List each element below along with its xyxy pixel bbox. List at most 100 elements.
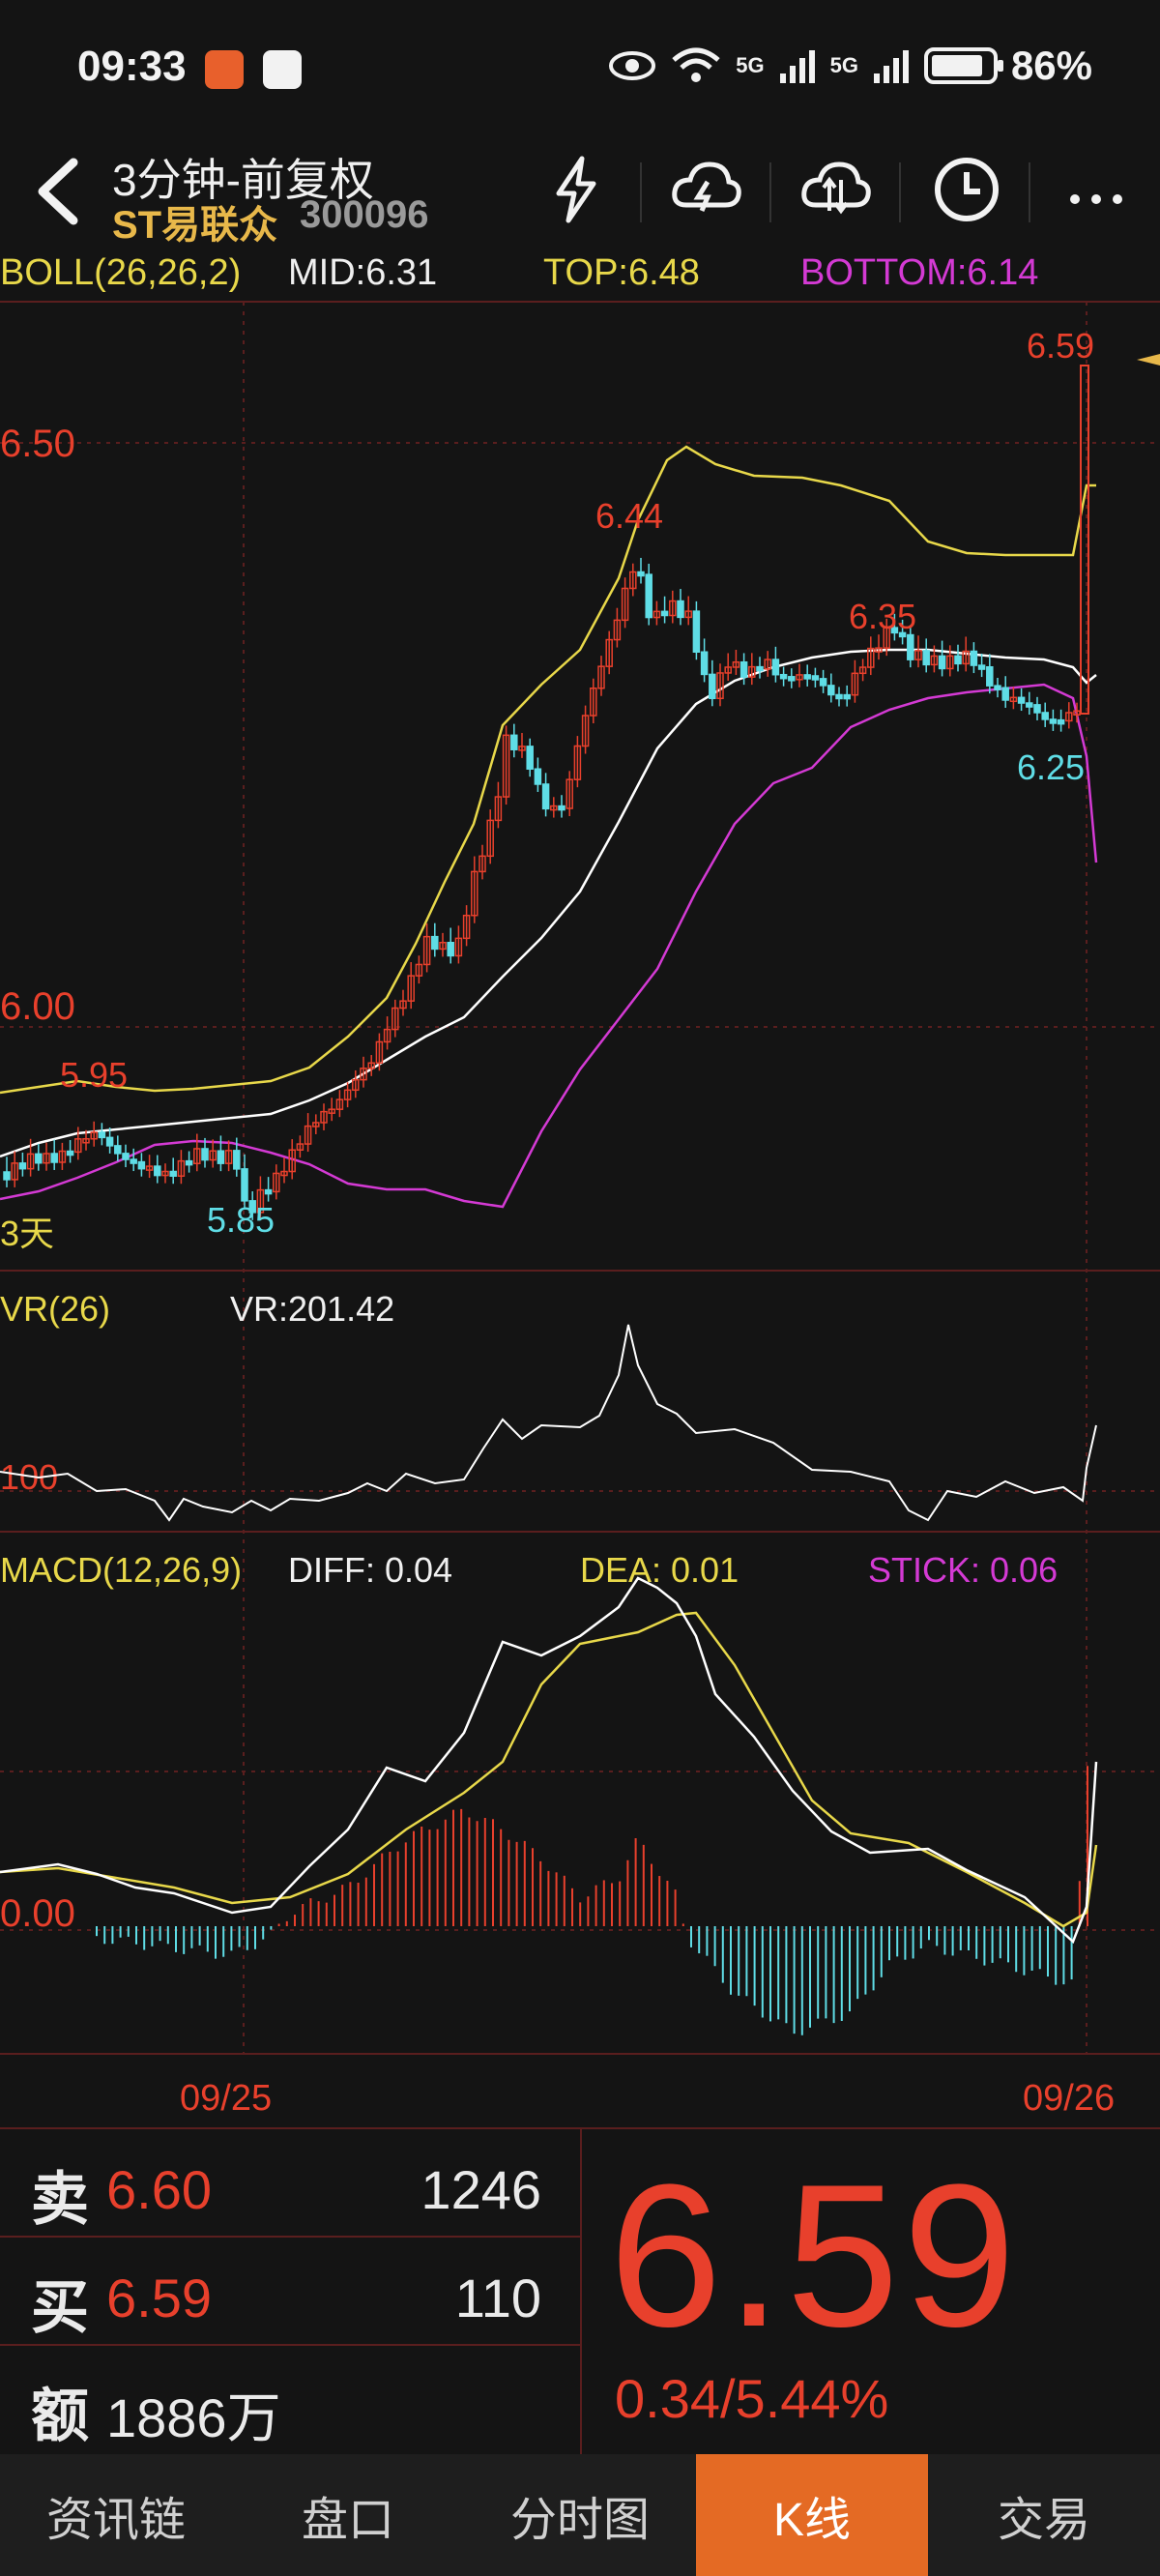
tab-intraday[interactable]: 分时图 [509, 2495, 650, 2546]
back-arrow-icon[interactable] [25, 153, 93, 230]
sell-volume: 1246 [420, 2159, 541, 2220]
candle-body [550, 805, 558, 811]
candle-body [145, 1165, 154, 1171]
header-separator [899, 162, 901, 222]
candle-body [692, 610, 701, 653]
annotation-high: 6.59 [1027, 326, 1094, 366]
candle-body [907, 633, 914, 660]
bottom-tab-bar: 资讯链 盘口 分时图 K线 交易 [0, 2454, 1160, 2576]
candle-body [1057, 718, 1065, 725]
vr-value: VR:201.42 [230, 1289, 394, 1329]
signal-5g-label-2: 5G [829, 53, 858, 77]
candle-body [233, 1150, 241, 1170]
chart-period-title[interactable]: 3分钟-前复权 [112, 155, 374, 205]
candle-body [114, 1145, 122, 1155]
candle-body [835, 693, 843, 700]
last-price: 6.59 [609, 2142, 1020, 2369]
sell-price: 6.60 [106, 2159, 212, 2220]
candle-body [367, 1062, 375, 1069]
candle-body [383, 1028, 392, 1043]
candle-body [581, 715, 590, 747]
candle-body [312, 1122, 320, 1127]
buy-volume: 110 [454, 2268, 541, 2328]
candle-body [946, 655, 954, 670]
macd-dea: DEA: 0.01 [580, 1550, 739, 1590]
tab-kline[interactable]: K线 [696, 2454, 928, 2576]
candle-body [161, 1170, 169, 1177]
candle-body [288, 1149, 296, 1173]
lightning-icon[interactable] [537, 151, 615, 228]
signal-5g-label-1: 5G [736, 53, 765, 77]
candle-body [431, 935, 439, 951]
tab-trade[interactable]: 交易 [997, 2495, 1090, 2546]
macd-diff: DIFF: 0.04 [288, 1550, 452, 1590]
candle-body [796, 674, 803, 681]
signal-icon-1 [779, 50, 815, 83]
candle-body [11, 1162, 18, 1181]
candle-body [566, 778, 573, 809]
candle-body [645, 573, 652, 619]
candle-body [573, 745, 582, 780]
annotation-595: 5.95 [60, 1055, 128, 1095]
quote-divider [580, 2129, 582, 2454]
candle-body [399, 1000, 407, 1010]
candle-body [98, 1131, 106, 1139]
candle-body [43, 1153, 50, 1164]
candle-body [994, 685, 1001, 690]
candle-body [962, 650, 970, 665]
candle-body [193, 1148, 201, 1164]
candle-body [1009, 696, 1018, 703]
battery-percent: 86% [1010, 43, 1092, 88]
candle-body [1065, 712, 1073, 722]
candle-body [1001, 687, 1009, 701]
annotation-625: 6.25 [1017, 747, 1085, 787]
boll-bottom-line [0, 683, 1098, 1209]
candle-body [1026, 702, 1033, 708]
candle-body [518, 746, 526, 751]
kline-chart[interactable]: BOLL(26,26,2) MID:6.31 TOP:6.48 BOTTOM:6… [0, 253, 1160, 2139]
sell-label: 卖 [31, 2167, 89, 2232]
candle-body [811, 675, 820, 681]
candle-body [510, 734, 518, 750]
sell-row[interactable]: 卖 6.60 1246 [0, 2129, 580, 2238]
date-label: 09/26 [1023, 2078, 1115, 2119]
price-axis-label: 6.00 [0, 985, 75, 1028]
candle-body [224, 1150, 233, 1164]
buy-price: 6.59 [106, 2268, 212, 2328]
candle-body [883, 627, 890, 649]
candle-body [137, 1160, 146, 1170]
boll-bottom: BOTTOM:6.14 [800, 253, 1038, 293]
cloud-lightning-icon[interactable] [667, 151, 744, 228]
macd-diff-line [0, 1576, 1098, 1945]
candle-body [74, 1138, 82, 1154]
cloud-sync-icon[interactable] [797, 151, 874, 228]
more-icon[interactable] [1058, 151, 1135, 228]
buy-row[interactable]: 买 6.59 110 [0, 2238, 580, 2346]
candle-body [502, 734, 510, 798]
clock-icon[interactable] [928, 151, 1005, 228]
header-separator [1029, 162, 1030, 222]
tab-order-book[interactable]: 盘口 [301, 2495, 394, 2546]
candle-body [613, 619, 622, 641]
header-separator [769, 162, 771, 222]
battery-icon [923, 47, 1003, 84]
candle-body [462, 914, 471, 940]
candle-body [756, 665, 764, 672]
candle-body [360, 1068, 367, 1081]
tab-news-chain[interactable]: 资讯链 [45, 2495, 186, 2546]
quote-panel: 卖 6.60 1246 买 6.59 110 额 1886万 6.59 0.34… [0, 2127, 1160, 2454]
candle-body [241, 1168, 248, 1202]
candle-body [970, 650, 978, 666]
candle-body [1080, 365, 1089, 715]
price-change: 0.34/5.44% [615, 2368, 889, 2429]
annotation-644: 6.44 [595, 496, 663, 536]
candle-body [938, 655, 946, 670]
period-label: 3天 [0, 1214, 54, 1253]
candle-body [122, 1153, 130, 1160]
candle-body [819, 678, 827, 687]
app-notification-icon [205, 50, 244, 89]
candle-body [217, 1150, 225, 1164]
candle-body [90, 1131, 98, 1140]
stock-name: ST易联众 [112, 204, 278, 247]
candle-body [447, 941, 454, 957]
